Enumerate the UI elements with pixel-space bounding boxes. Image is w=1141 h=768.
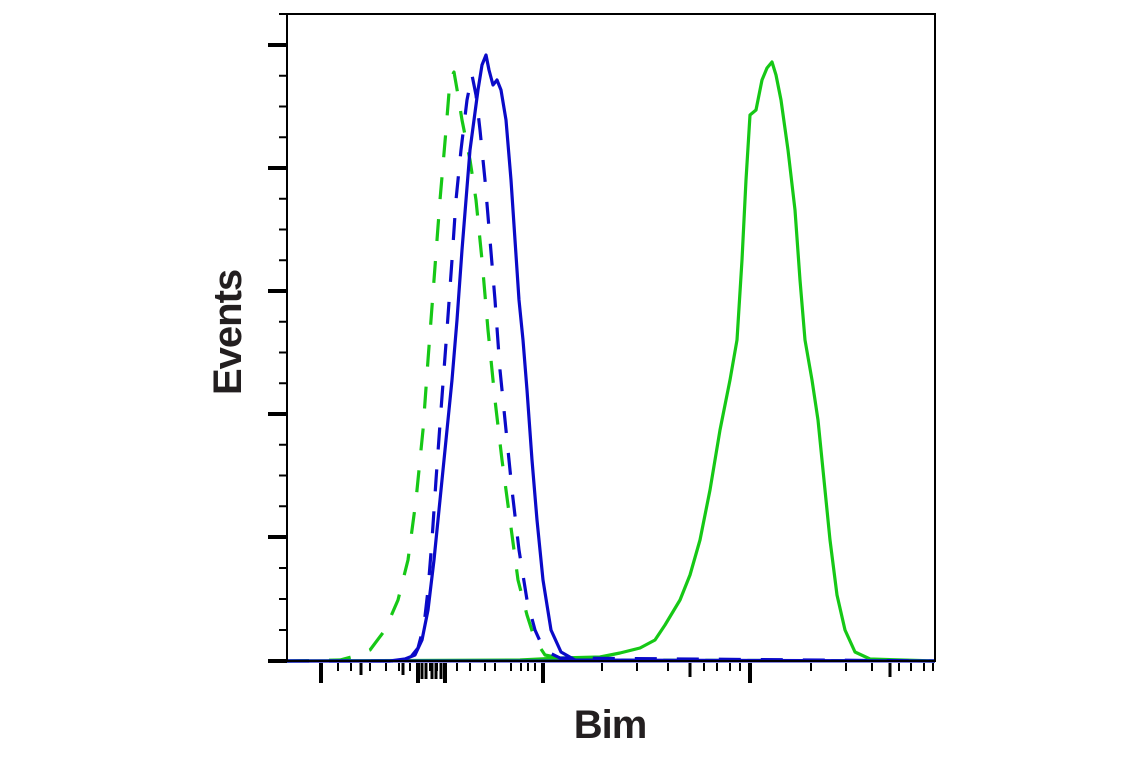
solid-blue-curve [287, 53, 936, 663]
solid-green-curve [286, 60, 936, 663]
y-axis-title: Events [206, 269, 250, 395]
plot-frame [286, 13, 936, 662]
histogram-series [286, 53, 936, 663]
y-axis-ticks [268, 13, 287, 663]
dashed-green-curve [286, 70, 936, 663]
dashed-blue-curve [287, 73, 936, 663]
x-axis-ticks [319, 663, 934, 683]
x-axis-title: Bim [573, 703, 648, 747]
